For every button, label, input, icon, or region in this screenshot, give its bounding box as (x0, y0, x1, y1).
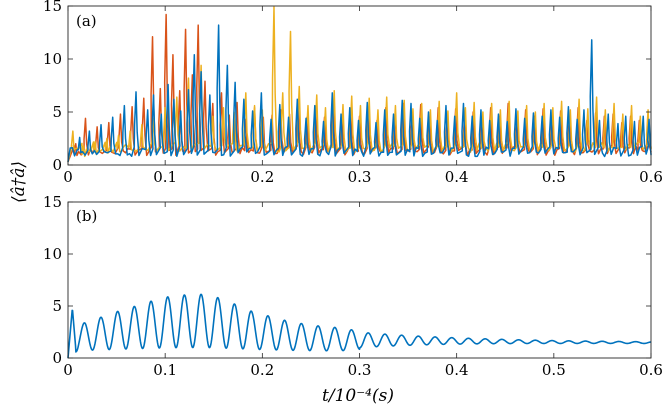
x-tick-label: 0.1 (153, 168, 177, 186)
x-tick-label: 0.5 (542, 361, 566, 379)
y-tick-label: 15 (43, 193, 62, 211)
x-tick-label: 0.4 (445, 361, 469, 379)
x-tick-label: 0.6 (639, 168, 663, 186)
y-tick-label: 5 (52, 297, 62, 315)
x-tick-label: 0.2 (250, 361, 274, 379)
panel-a-label: (a) (76, 12, 97, 30)
x-tick-label: 0 (63, 361, 73, 379)
panel-b-label: (b) (76, 207, 97, 225)
panel-a-series-group (67, 6, 652, 163)
y-tick-label: 0 (52, 349, 62, 367)
y-tick-label: 10 (43, 245, 62, 263)
y-tick-label: 0 (52, 156, 62, 174)
x-axis-label: t/10⁻⁴(s) (322, 386, 394, 406)
y-tick-label: 10 (43, 50, 62, 68)
x-tick-label: 0.6 (639, 361, 663, 379)
x-tick-label: 0.1 (153, 361, 177, 379)
x-tick-label: 0 (63, 168, 73, 186)
panel-b-ticks: 0 0.1 0.2 0.3 0.4 0.5 0.6 0 5 10 15 (43, 193, 663, 379)
y-axis-label: ⟨â†â⟩ (9, 161, 29, 203)
panel-a-ticks: 0 0.1 0.2 0.3 0.4 0.5 0.6 0 5 10 15 (43, 0, 663, 186)
y-tick-label: 15 (43, 0, 62, 15)
x-tick-label: 0.3 (348, 168, 372, 186)
x-tick-label: 0.5 (542, 168, 566, 186)
series-line-1 (67, 24, 652, 162)
panel-b-plot-area (68, 202, 651, 358)
x-tick-label: 0.3 (348, 361, 372, 379)
panel-a: 0 0.1 0.2 0.3 0.4 0.5 0.6 0 5 10 15 (a) (43, 0, 663, 186)
y-tick-label: 5 (52, 103, 62, 121)
panel-b-series-group (67, 293, 652, 359)
panel-b: 0 0.1 0.2 0.3 0.4 0.5 0.6 0 5 10 15 (b) (43, 193, 663, 379)
x-tick-label: 0.2 (250, 168, 274, 186)
series-line-average (67, 293, 652, 359)
x-tick-label: 0.4 (445, 168, 469, 186)
series-line-3 (67, 6, 652, 162)
